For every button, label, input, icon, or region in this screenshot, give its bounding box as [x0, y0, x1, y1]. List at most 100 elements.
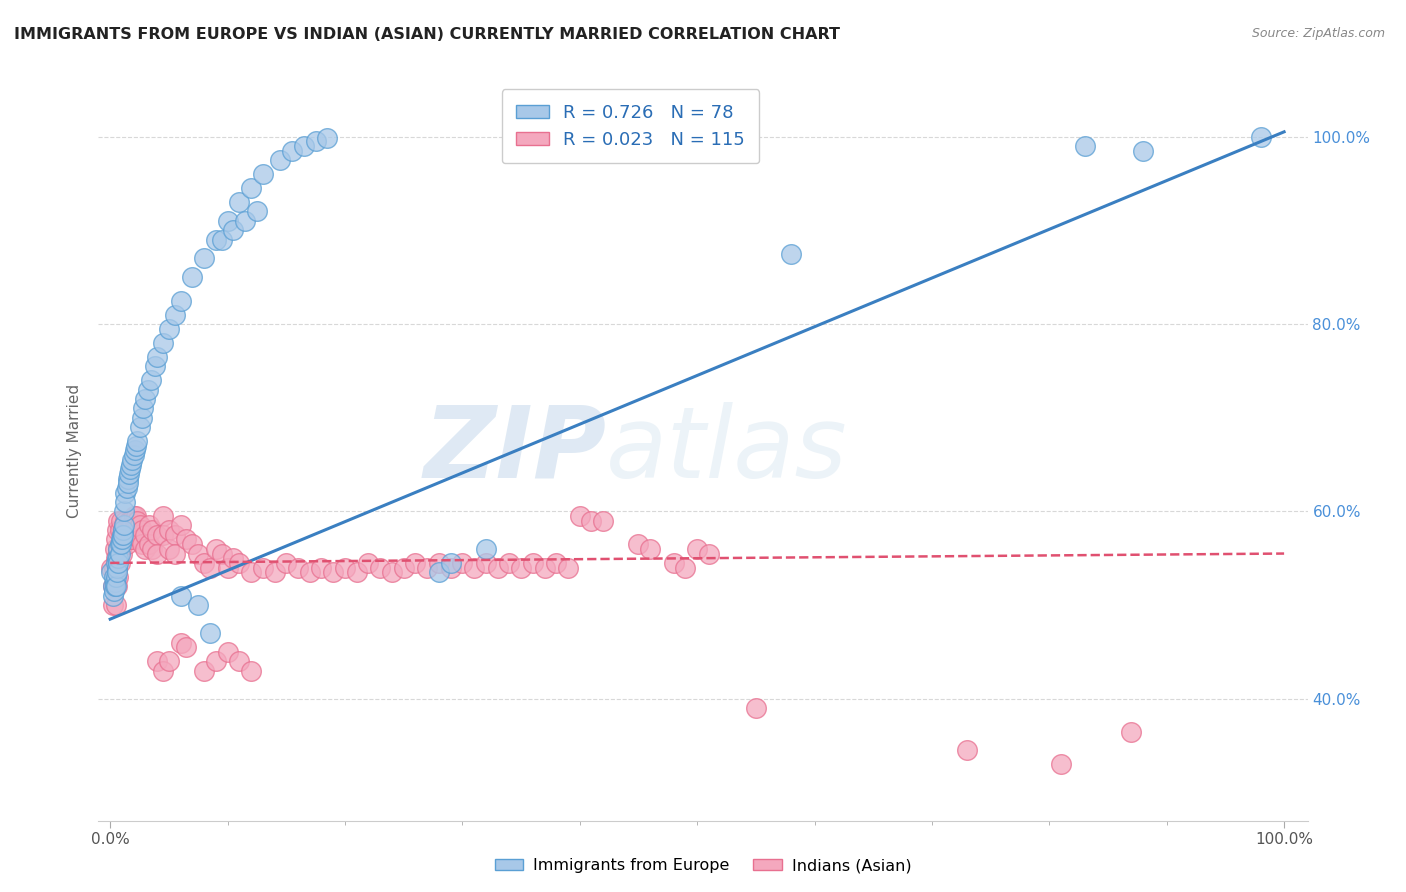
- Point: [120, 514, 142, 528]
- Point: [124, 514, 146, 528]
- Legend: R = 0.726   N = 78, R = 0.023   N = 115: R = 0.726 N = 78, R = 0.023 N = 115: [502, 89, 759, 163]
- Point: [498, 556, 520, 570]
- Point: [120, 518, 142, 533]
- Point: [138, 537, 160, 551]
- Point: [581, 514, 603, 528]
- Point: [105, 523, 128, 537]
- Point: [662, 556, 685, 570]
- Point: [101, 579, 124, 593]
- Point: [107, 551, 129, 566]
- Point: [101, 598, 124, 612]
- Point: [427, 556, 450, 570]
- Point: [368, 560, 391, 574]
- Point: [217, 214, 239, 228]
- Point: [114, 495, 136, 509]
- Point: [115, 537, 138, 551]
- Point: [198, 560, 221, 574]
- Point: [222, 223, 245, 237]
- Point: [181, 537, 204, 551]
- Point: [276, 556, 298, 570]
- Point: [463, 560, 485, 574]
- Point: [127, 514, 149, 528]
- Point: [451, 556, 474, 570]
- Point: [114, 514, 136, 528]
- Point: [110, 514, 132, 528]
- Point: [121, 518, 143, 533]
- Point: [128, 518, 150, 533]
- Point: [146, 350, 169, 364]
- Point: [298, 566, 321, 580]
- Point: [304, 134, 326, 148]
- Legend: Immigrants from Europe, Indians (Asian): Immigrants from Europe, Indians (Asian): [488, 852, 918, 880]
- Point: [107, 514, 129, 528]
- Point: [169, 589, 191, 603]
- Point: [104, 574, 127, 589]
- Point: [157, 523, 180, 537]
- Point: [217, 560, 239, 574]
- Point: [240, 664, 263, 678]
- Point: [181, 270, 204, 285]
- Point: [108, 547, 131, 561]
- Point: [107, 556, 129, 570]
- Point: [568, 509, 591, 524]
- Point: [112, 518, 135, 533]
- Point: [141, 523, 163, 537]
- Point: [193, 664, 215, 678]
- Point: [103, 570, 125, 584]
- Point: [316, 131, 339, 145]
- Point: [131, 523, 153, 537]
- Point: [780, 246, 803, 260]
- Point: [125, 528, 148, 542]
- Point: [956, 743, 979, 757]
- Point: [281, 144, 304, 158]
- Point: [1250, 129, 1272, 144]
- Point: [124, 443, 146, 458]
- Point: [240, 566, 263, 580]
- Point: [404, 556, 426, 570]
- Point: [103, 560, 125, 574]
- Point: [108, 537, 131, 551]
- Point: [111, 528, 134, 542]
- Point: [117, 476, 139, 491]
- Point: [152, 335, 174, 350]
- Point: [121, 533, 143, 547]
- Point: [100, 566, 122, 580]
- Point: [211, 547, 233, 561]
- Point: [118, 467, 141, 481]
- Point: [193, 556, 215, 570]
- Point: [292, 139, 315, 153]
- Point: [100, 560, 122, 574]
- Point: [1121, 724, 1143, 739]
- Point: [104, 570, 127, 584]
- Point: [252, 560, 274, 574]
- Point: [263, 566, 285, 580]
- Point: [169, 293, 191, 308]
- Point: [110, 541, 132, 556]
- Point: [1073, 139, 1095, 153]
- Point: [217, 645, 239, 659]
- Point: [163, 308, 186, 322]
- Point: [105, 560, 128, 574]
- Point: [228, 654, 250, 668]
- Point: [333, 560, 356, 574]
- Point: [163, 528, 186, 542]
- Point: [112, 523, 135, 537]
- Point: [163, 547, 186, 561]
- Point: [475, 556, 498, 570]
- Point: [107, 541, 129, 556]
- Point: [105, 566, 128, 580]
- Point: [475, 541, 498, 556]
- Point: [105, 579, 128, 593]
- Text: ZIP: ZIP: [423, 402, 606, 499]
- Point: [287, 560, 309, 574]
- Point: [105, 579, 128, 593]
- Point: [103, 579, 125, 593]
- Point: [228, 556, 250, 570]
- Point: [439, 556, 461, 570]
- Point: [134, 528, 156, 542]
- Point: [104, 579, 127, 593]
- Point: [627, 537, 650, 551]
- Point: [115, 481, 138, 495]
- Point: [533, 560, 555, 574]
- Point: [381, 566, 404, 580]
